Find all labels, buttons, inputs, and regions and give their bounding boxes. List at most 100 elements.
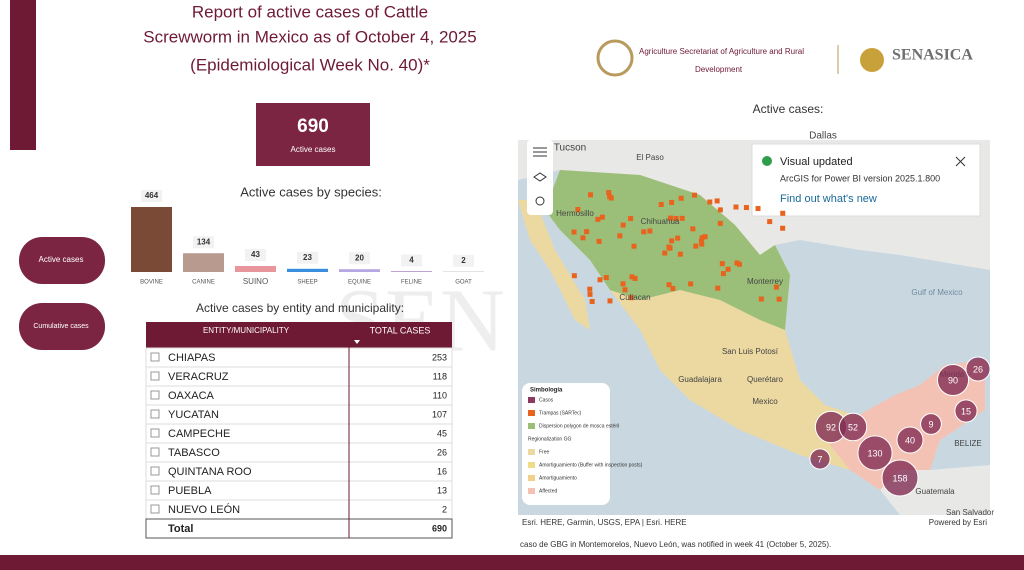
bubble-label: 26 (973, 364, 983, 374)
value-label: 20 (355, 253, 364, 262)
column-header[interactable]: TOTAL CASES (370, 325, 431, 335)
trap-marker (622, 287, 628, 293)
map-toolbar[interactable] (527, 140, 553, 215)
trap-marker (699, 235, 705, 241)
category-label: BOVINE (140, 280, 163, 286)
expand-button[interactable] (150, 409, 160, 419)
footnote: caso de GBG in Montemorelos, Nuevo León,… (520, 540, 831, 549)
active-cases-button[interactable] (19, 237, 105, 284)
category-label: GOAT (455, 280, 472, 286)
place-label: Hermosillo (556, 209, 594, 218)
expand-button[interactable] (150, 447, 160, 457)
trap-marker (631, 243, 637, 249)
menu-icon[interactable] (533, 147, 547, 157)
place-label: BELIZE (954, 439, 982, 448)
expand-button[interactable] (150, 390, 160, 400)
case-count: 26 (437, 447, 447, 457)
value-label: 134 (197, 237, 211, 246)
trap-marker (603, 275, 609, 281)
trap-marker (607, 194, 613, 200)
trap-marker (715, 285, 721, 291)
bar (287, 268, 328, 272)
case-count: 13 (437, 485, 447, 495)
case-count: 110 (433, 390, 447, 400)
trap-marker (587, 192, 593, 198)
value-label-box (193, 236, 214, 249)
category-label: SHEEP (297, 280, 317, 286)
case-bubble (965, 356, 991, 382)
trap-marker (587, 291, 593, 297)
trap-marker (597, 277, 603, 283)
locate-icon[interactable] (535, 196, 545, 206)
popup-title: Visual updated (780, 156, 853, 168)
place-label: Guatemala (915, 487, 955, 496)
case-count: 45 (437, 428, 447, 438)
trap-marker (668, 215, 674, 221)
title-line: Report of active cases of Cattle (192, 2, 428, 21)
bubble-label: 15 (961, 406, 971, 416)
trap-marker (725, 266, 731, 272)
legend-swatch (528, 488, 535, 494)
cumulative-cases-button[interactable] (19, 303, 105, 350)
trap-marker (595, 216, 601, 222)
legend-item: Affected (539, 488, 557, 494)
trap-marker (717, 207, 723, 213)
expand-button[interactable] (150, 485, 160, 495)
button-label[interactable]: Cumulative cases (33, 323, 89, 330)
entity-name: VERACRUZ (168, 371, 229, 383)
legend-item: Regionalization GG (528, 436, 571, 442)
expand-button[interactable] (150, 504, 160, 514)
trap-marker (575, 206, 581, 212)
side-bar (10, 0, 36, 150)
popup-link[interactable]: Find out what's new (780, 193, 877, 205)
trap-marker (699, 241, 705, 247)
legend-item: Free (539, 449, 550, 455)
expand-button[interactable] (150, 466, 160, 476)
legend-item: Casos (539, 397, 554, 403)
case-bubble (838, 412, 868, 442)
bubble-label: 40 (905, 435, 915, 445)
trap-marker (647, 228, 653, 234)
legend-swatch (528, 397, 535, 403)
trap-marker (607, 298, 613, 304)
popup-text: ArcGIS for Power BI version 2025.1.800 (780, 173, 940, 183)
expand-button[interactable] (150, 371, 160, 381)
trap-marker (780, 210, 786, 216)
layers-icon[interactable] (533, 172, 547, 182)
category-label: SUINO (243, 277, 268, 286)
trap-marker (743, 205, 749, 211)
place-label: Gulf of Mexico (911, 288, 963, 297)
trap-marker (773, 284, 779, 290)
expand-button[interactable] (150, 428, 160, 438)
trap-marker (658, 201, 664, 207)
entity-name: OAXACA (168, 390, 215, 402)
powered-by[interactable]: Powered by Esri (929, 518, 987, 527)
expand-button[interactable] (150, 352, 160, 362)
trap-marker (580, 235, 586, 241)
trap-marker (629, 274, 635, 280)
trap-marker (693, 243, 699, 249)
entity-name: YUCATAN (168, 409, 219, 421)
trap-marker (571, 229, 577, 235)
bar (131, 207, 172, 272)
trap-marker (673, 215, 679, 221)
case-count: 118 (433, 371, 447, 381)
ministry-seal (596, 39, 634, 77)
button-label[interactable]: Active cases (39, 255, 84, 264)
bar (339, 269, 380, 272)
sort-icon[interactable] (354, 340, 360, 344)
agency-name: SENASICA (892, 47, 973, 64)
trap-marker (632, 275, 638, 281)
kpi-card (256, 103, 370, 166)
case-count: 16 (437, 466, 447, 476)
trap-marker (675, 235, 681, 241)
bubble-label: 90 (948, 375, 958, 385)
value-label-box (401, 254, 422, 267)
category-label: EQUINE (348, 280, 371, 286)
place-label: Monterrey (747, 277, 783, 286)
entity-name: CHIAPAS (168, 352, 215, 364)
close-button[interactable] (955, 156, 966, 167)
value-label-box (453, 254, 474, 267)
case-bubble (936, 363, 970, 397)
bubble-label: 92 (826, 422, 836, 432)
